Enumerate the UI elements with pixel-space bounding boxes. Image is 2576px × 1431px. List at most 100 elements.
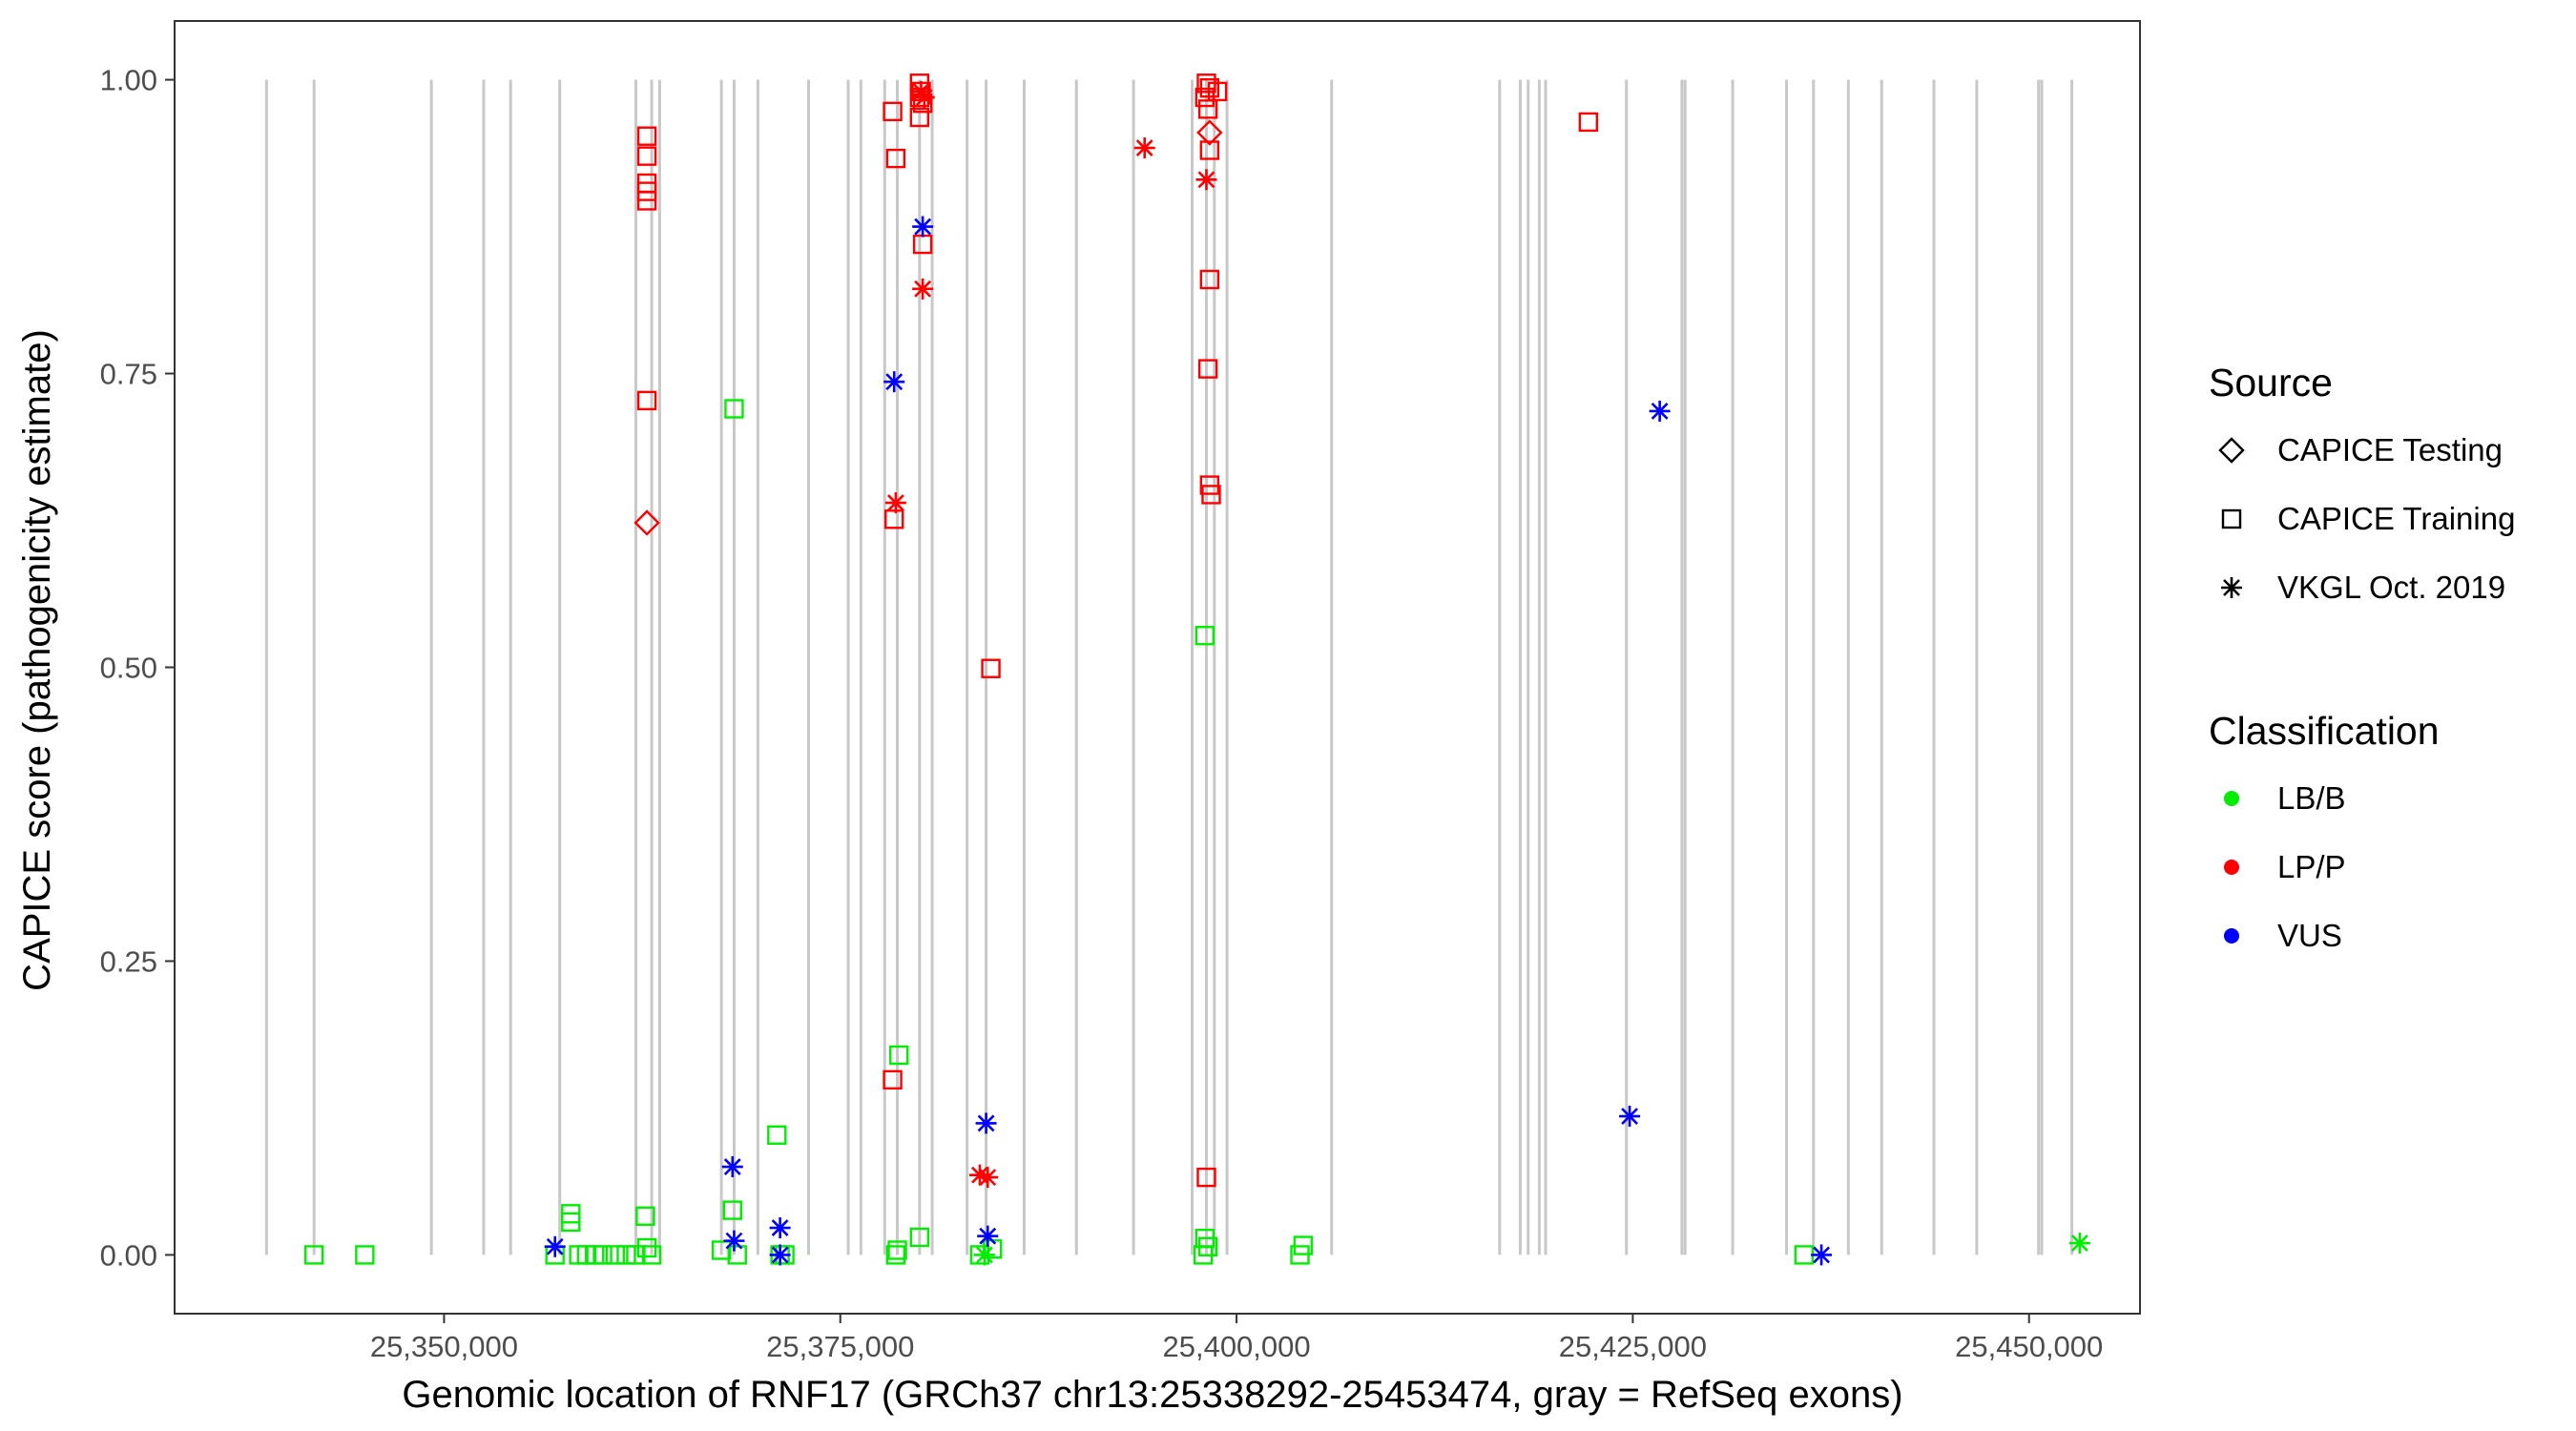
square-marker: [636, 146, 657, 166]
asterisk-stroke: [914, 280, 932, 298]
legend-label: VKGL Oct. 2019: [2277, 570, 2505, 605]
legend-label: LB/B: [2277, 780, 2346, 816]
square-marker: [636, 126, 657, 146]
asterisk-marker: [769, 1244, 791, 1266]
asterisk-stroke: [1651, 403, 1669, 420]
exon-lines: [264, 79, 2074, 1255]
asterisk-stroke: [723, 1158, 741, 1175]
square-marker: [889, 1045, 909, 1066]
square-marker: [887, 1240, 907, 1260]
square-marker: [636, 191, 657, 211]
square-marker: [1197, 359, 1218, 379]
asterisk-stroke: [979, 1169, 997, 1187]
square-marker: [909, 1227, 930, 1248]
square-marker: [635, 1206, 655, 1226]
asterisk-marker: [912, 216, 934, 238]
asterisk-marker: [1811, 1244, 1833, 1266]
diamond-marker: [1196, 119, 1223, 146]
asterisk-stroke: [771, 1219, 789, 1236]
asterisk-marker: [721, 1156, 743, 1178]
square-marker: [592, 1245, 613, 1265]
square-marker: [1193, 1245, 1214, 1265]
asterisk-marker: [884, 492, 906, 514]
asterisk-marker: [1619, 1106, 1641, 1128]
square-marker: [605, 1245, 626, 1265]
square-marker: [1197, 99, 1218, 119]
x-tick-label: 25,425,000: [1559, 1330, 1707, 1363]
asterisk-marker: [769, 1217, 791, 1239]
square-marker: [1293, 1235, 1314, 1255]
asterisk-marker: [975, 1112, 997, 1134]
dot-marker: [2224, 860, 2239, 875]
asterisk-marker: [2221, 577, 2242, 598]
square-marker: [724, 399, 744, 419]
square-marker: [2221, 508, 2242, 529]
asterisk-stroke: [914, 218, 932, 236]
asterisk-stroke: [2223, 579, 2240, 596]
square-marker: [626, 1245, 646, 1265]
asterisk-stroke: [725, 1232, 743, 1250]
data-points: [303, 73, 2090, 1266]
x-tick-label: 25,450,000: [1955, 1330, 2103, 1363]
y-tick-label: 0.75: [100, 358, 157, 391]
asterisk-marker: [977, 1167, 999, 1189]
legend-label: CAPICE Training: [2277, 501, 2515, 536]
square-marker: [909, 107, 930, 128]
square-marker: [641, 1245, 662, 1265]
diamond-marker: [2218, 437, 2245, 464]
legend-title: Source: [2209, 361, 2333, 404]
legend-title: Classification: [2209, 709, 2440, 753]
square-marker: [884, 509, 904, 529]
dot-marker: [2224, 791, 2239, 806]
asterisk-stroke: [979, 1227, 997, 1245]
square-marker: [561, 1212, 581, 1233]
asterisk-marker: [977, 1225, 999, 1247]
axes: 25,350,000 25,375,000 25,400,000 25,425,000…: [100, 64, 2104, 1363]
x-axis-title: Genomic location of RNF17 (GRCh37 chr13:…: [402, 1374, 1902, 1416]
asterisk-stroke: [885, 373, 904, 391]
asterisk-marker: [883, 371, 905, 393]
square-marker: [883, 101, 903, 122]
y-tick-label: 0.50: [100, 652, 157, 685]
asterisk-marker: [723, 1230, 745, 1252]
asterisk-marker: [1195, 169, 1217, 191]
square-marker: [1199, 140, 1220, 160]
asterisk-marker: [2068, 1233, 2090, 1255]
asterisk-marker: [913, 87, 935, 109]
y-tick-label: 0.25: [100, 944, 157, 978]
asterisk-marker: [544, 1235, 566, 1257]
square-marker: [767, 1125, 787, 1145]
asterisk-stroke: [915, 89, 933, 106]
dot-marker: [2224, 928, 2239, 944]
square-marker: [722, 1200, 742, 1220]
legend-label: LP/P: [2277, 849, 2346, 884]
square-marker: [1195, 87, 1215, 108]
square-marker: [885, 1245, 906, 1265]
asterisk-stroke: [771, 1246, 789, 1264]
asterisk-marker: [1133, 137, 1155, 159]
square-marker: [1195, 626, 1215, 646]
asterisk-stroke: [2070, 1234, 2088, 1253]
square-marker: [303, 1245, 324, 1265]
x-tick-label: 25,375,000: [766, 1330, 914, 1363]
square-marker: [1196, 1167, 1216, 1188]
legends: Source CAPICE Testing CAPICE Training VKGL …: [2209, 361, 2515, 953]
square-marker: [1201, 485, 1221, 505]
x-tick-label: 25,400,000: [1162, 1330, 1310, 1363]
asterisk-stroke: [977, 1114, 995, 1132]
y-tick-label: 1.00: [100, 64, 157, 97]
asterisk-marker: [1649, 400, 1671, 422]
asterisk-stroke: [971, 1166, 988, 1184]
y-axis-title: CAPICE score (pathogenicity estimate): [16, 329, 58, 991]
square-marker: [727, 1245, 747, 1265]
square-marker: [711, 1240, 732, 1260]
square-marker: [885, 148, 906, 169]
asterisk-marker: [973, 1244, 995, 1266]
asterisk-stroke: [976, 1246, 993, 1264]
asterisk-stroke: [1813, 1246, 1830, 1264]
y-tick-label: 0.00: [100, 1238, 157, 1272]
legend-label: CAPICE Testing: [2277, 432, 2503, 467]
asterisk-stroke: [1135, 139, 1153, 156]
square-marker: [636, 390, 657, 411]
